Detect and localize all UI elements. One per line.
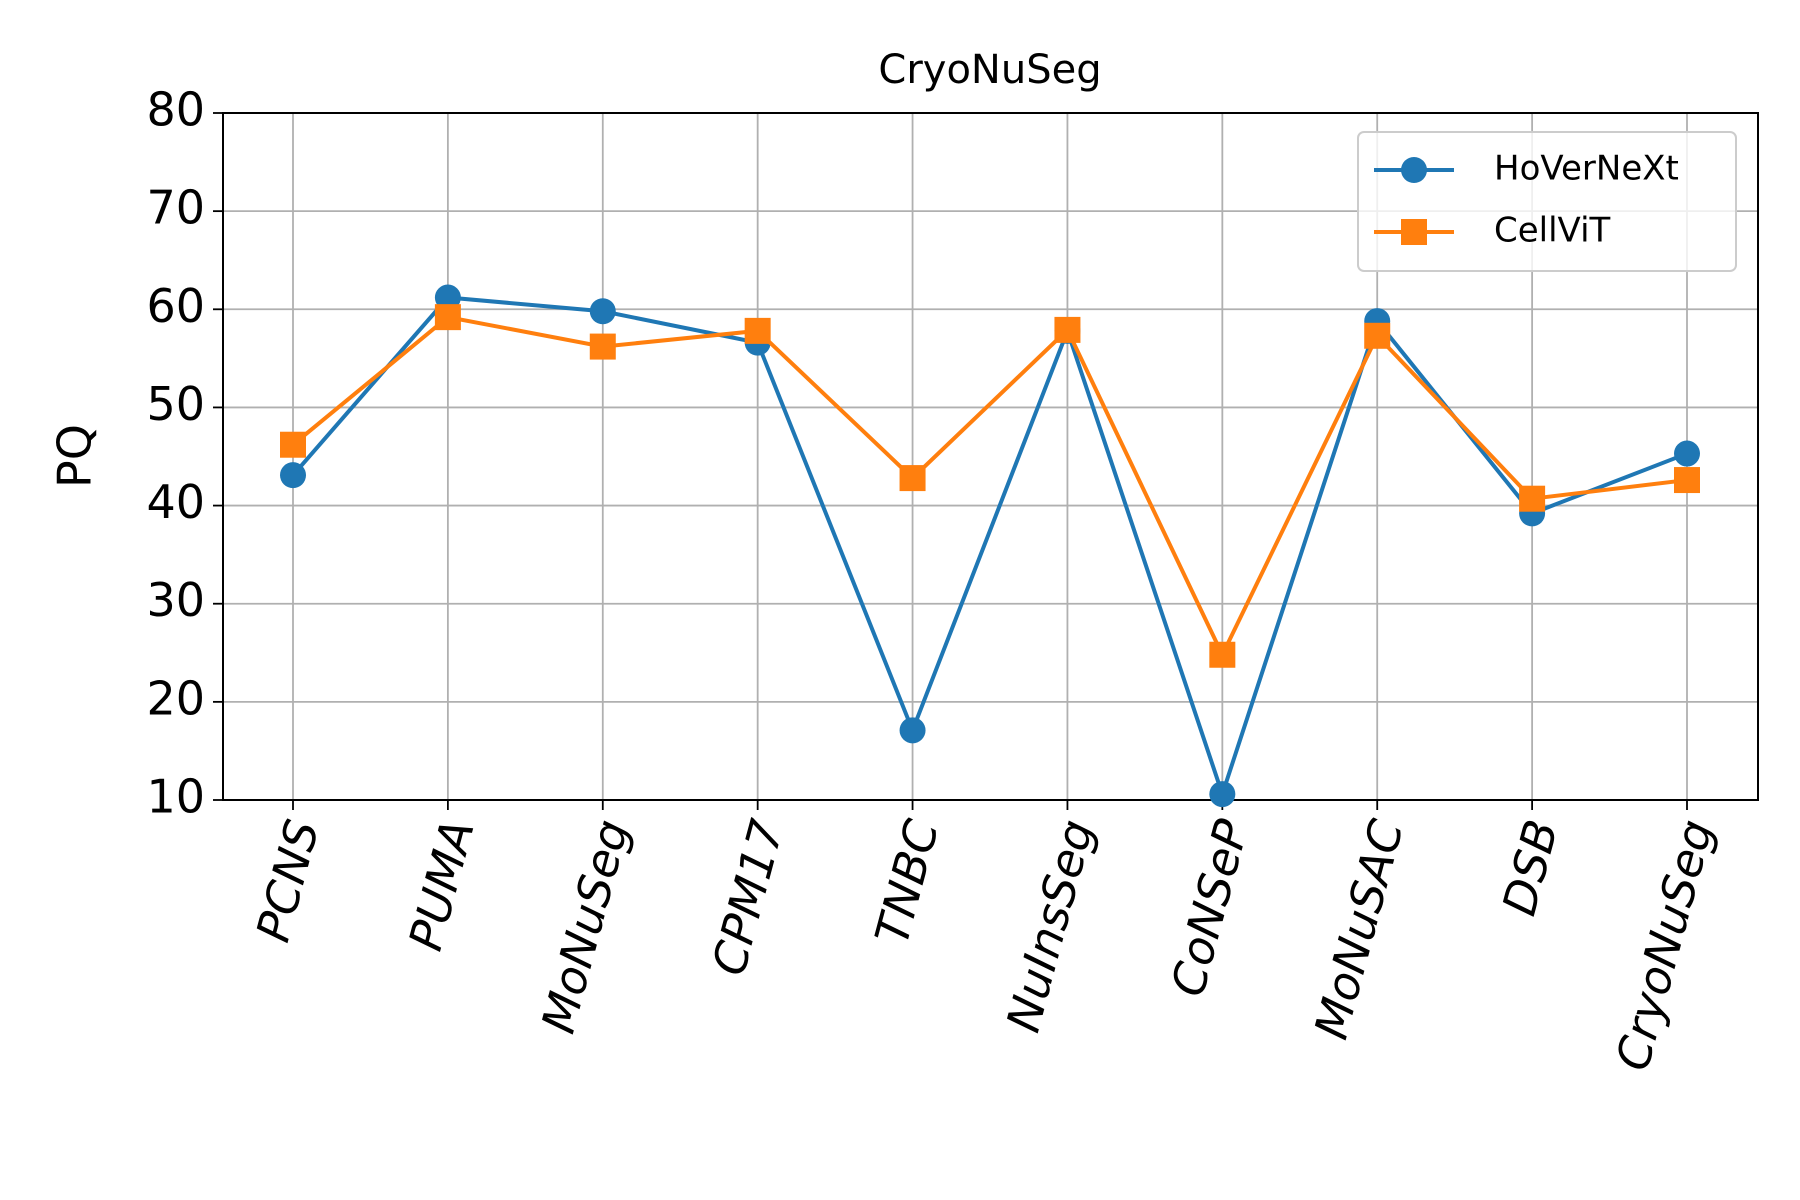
x-tick-label: PCNS xyxy=(246,814,330,947)
marker xyxy=(434,284,461,311)
marker xyxy=(589,298,616,325)
marker xyxy=(899,465,926,492)
y-tick-label: 30 xyxy=(146,573,205,627)
marker xyxy=(280,431,306,458)
y-tick-label: 70 xyxy=(146,181,205,235)
marker xyxy=(1209,781,1236,808)
y-tick-label: 20 xyxy=(146,671,205,725)
series xyxy=(280,284,1700,808)
marker xyxy=(1054,316,1081,343)
x-tick-label: CryoNuSeg xyxy=(1605,814,1724,1076)
y-axis-label: PQ xyxy=(48,424,102,488)
marker xyxy=(1401,219,1427,245)
y-tick-label: 50 xyxy=(146,377,205,431)
legend-label: HoVerNeXt xyxy=(1494,149,1679,189)
line xyxy=(291,314,1688,660)
marker xyxy=(1674,440,1700,467)
x-tick-label: NuInsSeg xyxy=(996,814,1104,1038)
x-tick-label: MoNuSeg xyxy=(531,814,640,1039)
chart-title: CryoNuSeg xyxy=(878,47,1101,93)
y-tick-label: 40 xyxy=(146,475,205,529)
series xyxy=(280,304,1700,668)
x-tick-label: MoNuSAC xyxy=(1304,814,1414,1045)
y-tick-label: 80 xyxy=(146,83,205,137)
plot-frame xyxy=(222,112,1759,801)
marker xyxy=(589,333,616,360)
marker xyxy=(744,317,771,344)
legend-label: CellViT xyxy=(1494,211,1611,251)
marker xyxy=(434,304,461,331)
marker xyxy=(1519,485,1546,512)
y-tick-label: 10 xyxy=(146,770,205,824)
x-tick-label: CoNSeP xyxy=(1160,814,1259,1002)
y-tick-label: 60 xyxy=(146,279,205,333)
x-tick-label: PUMA xyxy=(398,814,484,956)
marker xyxy=(1401,157,1427,183)
marker xyxy=(280,462,306,489)
marker xyxy=(1364,322,1391,349)
marker xyxy=(1674,467,1700,494)
marker xyxy=(899,717,926,744)
x-tick-label: DSB xyxy=(1492,814,1569,921)
x-tick-label: CPM17 xyxy=(701,814,794,981)
line xyxy=(291,295,1688,801)
legend-box xyxy=(1357,131,1737,272)
marker xyxy=(1209,641,1236,668)
x-tick-label: TNBC xyxy=(864,814,949,950)
